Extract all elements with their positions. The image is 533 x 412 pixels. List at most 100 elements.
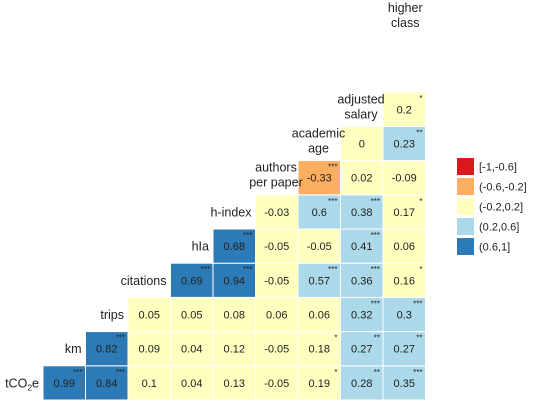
- significance-stars: ***: [328, 163, 337, 172]
- heatmap-cell: [340, 365, 384, 401]
- variable-label: km: [65, 342, 82, 356]
- cell-value-label: 0.36: [351, 275, 372, 287]
- variable-label: salary: [344, 107, 378, 121]
- significance-stars: *: [419, 197, 422, 206]
- significance-stars: ***: [116, 334, 125, 343]
- legend-label: (0.6,1]: [479, 242, 510, 254]
- cell-value-label: -0.09: [392, 173, 417, 185]
- variable-label: higher: [388, 1, 423, 15]
- cell-value-label: -0.05: [264, 344, 289, 356]
- cell-value-label: 0.38: [351, 207, 372, 219]
- cell-value-label: 0.27: [394, 344, 415, 356]
- cell-value-label: 0.17: [394, 207, 415, 219]
- heatmap-cell: [297, 160, 341, 196]
- significance-stars: ***: [116, 368, 125, 377]
- cell-value-label: 0.12: [224, 344, 245, 356]
- variable-label: per paper: [249, 176, 303, 190]
- significance-stars: **: [374, 368, 380, 377]
- heatmap-cell: [127, 296, 171, 333]
- cell-value-label: 0.28: [351, 378, 372, 390]
- heatmap-cell: [170, 331, 214, 367]
- heatmap-cell: [255, 365, 299, 401]
- heatmap-cell: [212, 365, 256, 401]
- heatmap-cell: [212, 228, 256, 264]
- heatmap-cell: [382, 91, 426, 127]
- cell-value-label: 0.41: [351, 241, 372, 253]
- cell-value-label: 0.99: [54, 378, 75, 390]
- cell-value-label: 0.06: [266, 310, 287, 322]
- cell-value-label: 0.16: [394, 275, 415, 287]
- heatmap-cell: [212, 296, 256, 333]
- significance-stars: ***: [371, 265, 380, 274]
- significance-stars: ***: [328, 197, 337, 206]
- cell-value-label: 0: [359, 139, 365, 151]
- cell-value-label: 0.69: [181, 275, 202, 287]
- variable-label: class: [391, 16, 419, 30]
- legend-label: (0.2,0.6]: [479, 222, 519, 234]
- cell-value-label: 0.04: [181, 378, 202, 390]
- cell-value-label: 0.27: [351, 344, 372, 356]
- heatmap-cell: [340, 262, 384, 298]
- cell-value-label: 0.6: [312, 207, 327, 219]
- cell-value-label: 0.02: [351, 173, 372, 185]
- heatmap-cell: [340, 194, 384, 230]
- heatmap-cell: [42, 365, 86, 401]
- heatmap-cell: [340, 331, 384, 367]
- heatmap-cell: [85, 331, 129, 367]
- heatmap-cell: [340, 160, 384, 196]
- heatmap-cell: [382, 296, 426, 333]
- heatmap-cell: [85, 365, 129, 401]
- heatmap-cell: [382, 365, 426, 401]
- heatmap-cell: [170, 262, 214, 298]
- heatmap-cell: [382, 331, 426, 367]
- significance-stars: ***: [243, 265, 252, 274]
- heatmap-cell: [297, 365, 341, 401]
- significance-stars: *: [419, 265, 422, 274]
- variable-label: authors: [255, 161, 297, 175]
- significance-stars: ***: [371, 231, 380, 240]
- heatmap-cell: [340, 296, 384, 333]
- cell-value-label: 0.57: [309, 275, 330, 287]
- variable-label: age: [308, 142, 329, 156]
- cell-value-label: 0.23: [394, 139, 415, 151]
- legend-swatch: [457, 178, 474, 195]
- heatmap-cell: [382, 228, 426, 264]
- significance-stars: **: [374, 334, 380, 343]
- variable-labels: tCO2e km trips citations hIa h-index authorspe…: [5, 1, 423, 392]
- legend-label: (-0.2,0.2]: [479, 202, 523, 214]
- heatmap-cell: [382, 262, 426, 298]
- significance-stars: **: [416, 334, 422, 343]
- heatmap-cells: 0.99***0.84***0.1 0.04 0.13 -0.05 0.19*0.28*…: [42, 91, 426, 401]
- heatmap-cell: [382, 160, 426, 196]
- legend: [-1,-0.6] (-0.6,-0.2] (-0.2,0.2] (0.2,0.6] (…: [457, 158, 527, 255]
- cell-value-label: 0.19: [309, 378, 330, 390]
- variable-label: hIa: [192, 240, 209, 254]
- significance-stars: ***: [328, 265, 337, 274]
- cell-value-label: -0.05: [264, 378, 289, 390]
- legend-label: [-1,-0.6]: [479, 162, 517, 174]
- cell-value-label: 0.35: [394, 378, 415, 390]
- cell-value-label: 0.06: [394, 241, 415, 253]
- legend-swatch: [457, 198, 474, 215]
- cell-value-label: 0.32: [351, 310, 372, 322]
- cell-value-label: 0.84: [96, 378, 117, 390]
- significance-stars: ***: [243, 231, 252, 240]
- heatmap-cell: [255, 296, 299, 333]
- significance-stars: ***: [73, 368, 82, 377]
- legend-swatch: [457, 238, 474, 255]
- cell-value-label: -0.05: [307, 241, 332, 253]
- cell-value-label: -0.05: [264, 241, 289, 253]
- cell-value-label: 0.13: [224, 378, 245, 390]
- cell-value-label: 0.1: [142, 378, 157, 390]
- cell-value-label: 0.82: [96, 344, 117, 356]
- significance-stars: ***: [201, 265, 210, 274]
- variable-label: academic: [292, 127, 346, 141]
- variable-label: h-index: [211, 205, 253, 219]
- cell-value-label: 0.94: [224, 275, 245, 287]
- significance-stars: *: [334, 334, 337, 343]
- legend-swatch: [457, 218, 474, 235]
- cell-value-label: 0.3: [397, 310, 412, 322]
- cell-value-label: 0.18: [309, 344, 330, 356]
- cell-value-label: 0.68: [224, 241, 245, 253]
- variable-label: trips: [100, 308, 124, 322]
